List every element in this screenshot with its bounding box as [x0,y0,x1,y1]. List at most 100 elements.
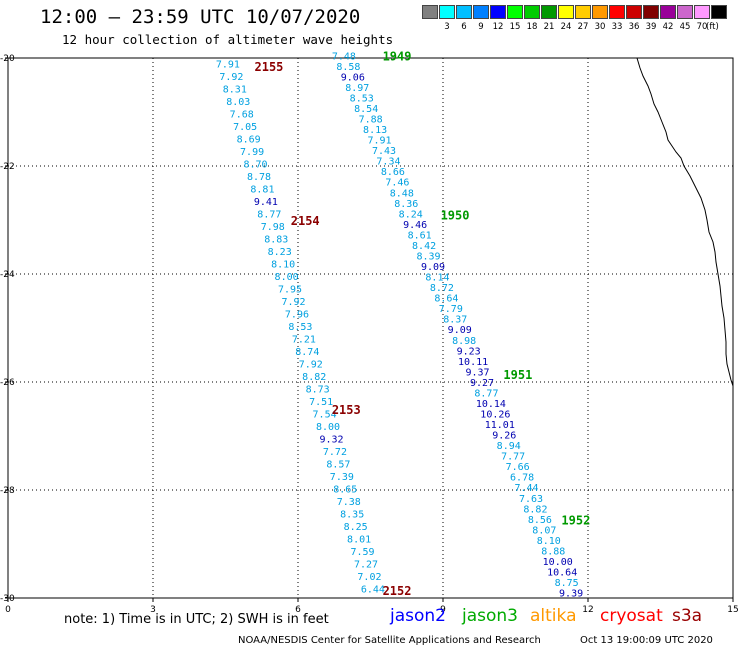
colorbar-swatch [422,5,438,19]
colorbar-swatch [490,5,506,19]
coastline [636,57,734,387]
wave-height-value: 8.64 [434,294,458,305]
wave-height-value: 7.92 [219,72,243,83]
wave-height-value: 8.14 [425,273,449,284]
wave-height-value: 8.73 [306,384,330,395]
pass-time-label: 1950 [441,209,470,223]
wave-height-value: 8.00 [316,422,340,433]
y-tick-label: -30 [0,594,15,604]
pass-time-label: 2154 [291,214,320,228]
wave-height-value: 8.70 [243,159,267,170]
colorbar-label: 36 [628,22,640,32]
y-tick-label: -26 [0,378,15,388]
wave-height-value: 8.07 [532,525,556,536]
colorbar-unit: (ft) [706,22,719,32]
x-tick-label: 12 [582,605,593,615]
wave-height-value: 7.91 [216,59,240,70]
wave-height-value: 8.23 [268,247,292,258]
wave-height-value: 8.77 [257,209,281,220]
wave-height-value: 7.92 [299,359,323,370]
wave-height-value: 8.83 [264,234,288,245]
colorbar-swatch [439,5,455,19]
wave-height-value: 8.77 [474,388,498,399]
wave-height-value: 8.53 [350,93,374,104]
wave-height-value: 8.24 [399,209,423,220]
wave-height-value: 10.14 [476,399,506,410]
wave-height-value: 9.26 [492,431,516,442]
legend-item-jason3: jason3 [462,606,518,626]
wave-height-value: 7.02 [357,572,381,583]
wave-height-value: 8.01 [347,534,371,545]
wave-height-value: 6.44 [361,584,385,595]
wave-height-value: 7.27 [354,559,378,570]
colorbar-swatch [524,5,540,19]
x-tick-label: 15 [727,605,738,615]
pass-time-label: 2155 [255,60,284,74]
wave-height-value: 8.81 [250,184,274,195]
wave-height-value: 8.10 [271,259,295,270]
y-tick-label: -22 [0,162,15,172]
wave-height-value: 7.44 [514,483,538,494]
wave-height-value: 6.78 [510,473,534,484]
wave-height-value: 7.91 [368,136,392,147]
wave-height-value: 8.57 [326,459,350,470]
colorbar-label: 12 [492,22,504,32]
units-note: note: 1) Time is in UTC; 2) SWH is in fe… [64,612,329,627]
wave-height-value: 7.96 [285,309,309,320]
legend-item-jason2: jason2 [390,606,446,626]
wave-height-value: 9.32 [319,434,343,445]
wave-height-value: 7.39 [330,472,354,483]
colorbar-swatch [575,5,591,19]
colorbar-label: 27 [577,22,589,32]
wave-height-value: 8.61 [408,230,432,241]
wave-height-value: 7.79 [439,304,463,315]
wave-height-value: 9.41 [254,197,278,208]
wave-height-value: 8.58 [336,62,360,73]
wave-height-value: 8.66 [381,167,405,178]
y-tick-label: -20 [0,54,15,64]
map-frame [7,57,734,599]
wave-height-value: 7.43 [372,146,396,157]
wave-height-value: 10.00 [543,557,573,568]
wave-height-value: 8.36 [394,199,418,210]
wave-height-value: 7.95 [278,284,302,295]
wave-height-value: 8.98 [452,336,476,347]
colorbar-label: 45 [679,22,691,32]
wave-height-value: 7.77 [501,452,525,463]
wave-height-value: 8.69 [237,134,261,145]
wave-height-value: 9.39 [559,589,583,600]
colorbar-swatch [592,5,608,19]
wave-height-value: 8.35 [340,509,364,520]
wave-height-value: 7.34 [376,157,400,168]
wave-height-value: 9.23 [457,346,481,357]
wave-height-value: 8.56 [528,515,552,526]
wave-height-value: 8.94 [497,441,521,452]
wave-height-value: 8.48 [390,188,414,199]
colorbar-label: 39 [645,22,657,32]
wave-height-value: 8.78 [247,172,271,183]
x-tick-label: 0 [5,605,11,615]
x-tick-label: 9 [440,605,446,615]
x-tick-label: 3 [150,605,156,615]
legend-item-altika: altika [530,606,577,626]
wave-height-value: 7.46 [385,178,409,189]
wave-height-value: 7.98 [261,222,285,233]
y-tick-label: -28 [0,486,15,496]
colorbar-label: 70 [696,22,708,32]
wave-height-value: 10.26 [480,410,510,421]
wave-height-value: 7.05 [233,122,257,133]
wave-height-value: 7.88 [359,115,383,126]
colorbar-swatch [507,5,523,19]
colorbar-swatch [660,5,676,19]
colorbar-swatch [677,5,693,19]
colorbar-swatch [558,5,574,19]
wave-height-value: 8.13 [363,125,387,136]
wave-height-value: 7.72 [323,447,347,458]
wave-height-value: 8.54 [354,104,378,115]
colorbar-label: 15 [509,22,521,32]
colorbar-swatch [643,5,659,19]
wave-height-value: 9.06 [341,72,365,83]
wave-height-value: 8.72 [430,283,454,294]
colorbar-swatch [456,5,472,19]
wave-height-value: 8.74 [295,347,319,358]
